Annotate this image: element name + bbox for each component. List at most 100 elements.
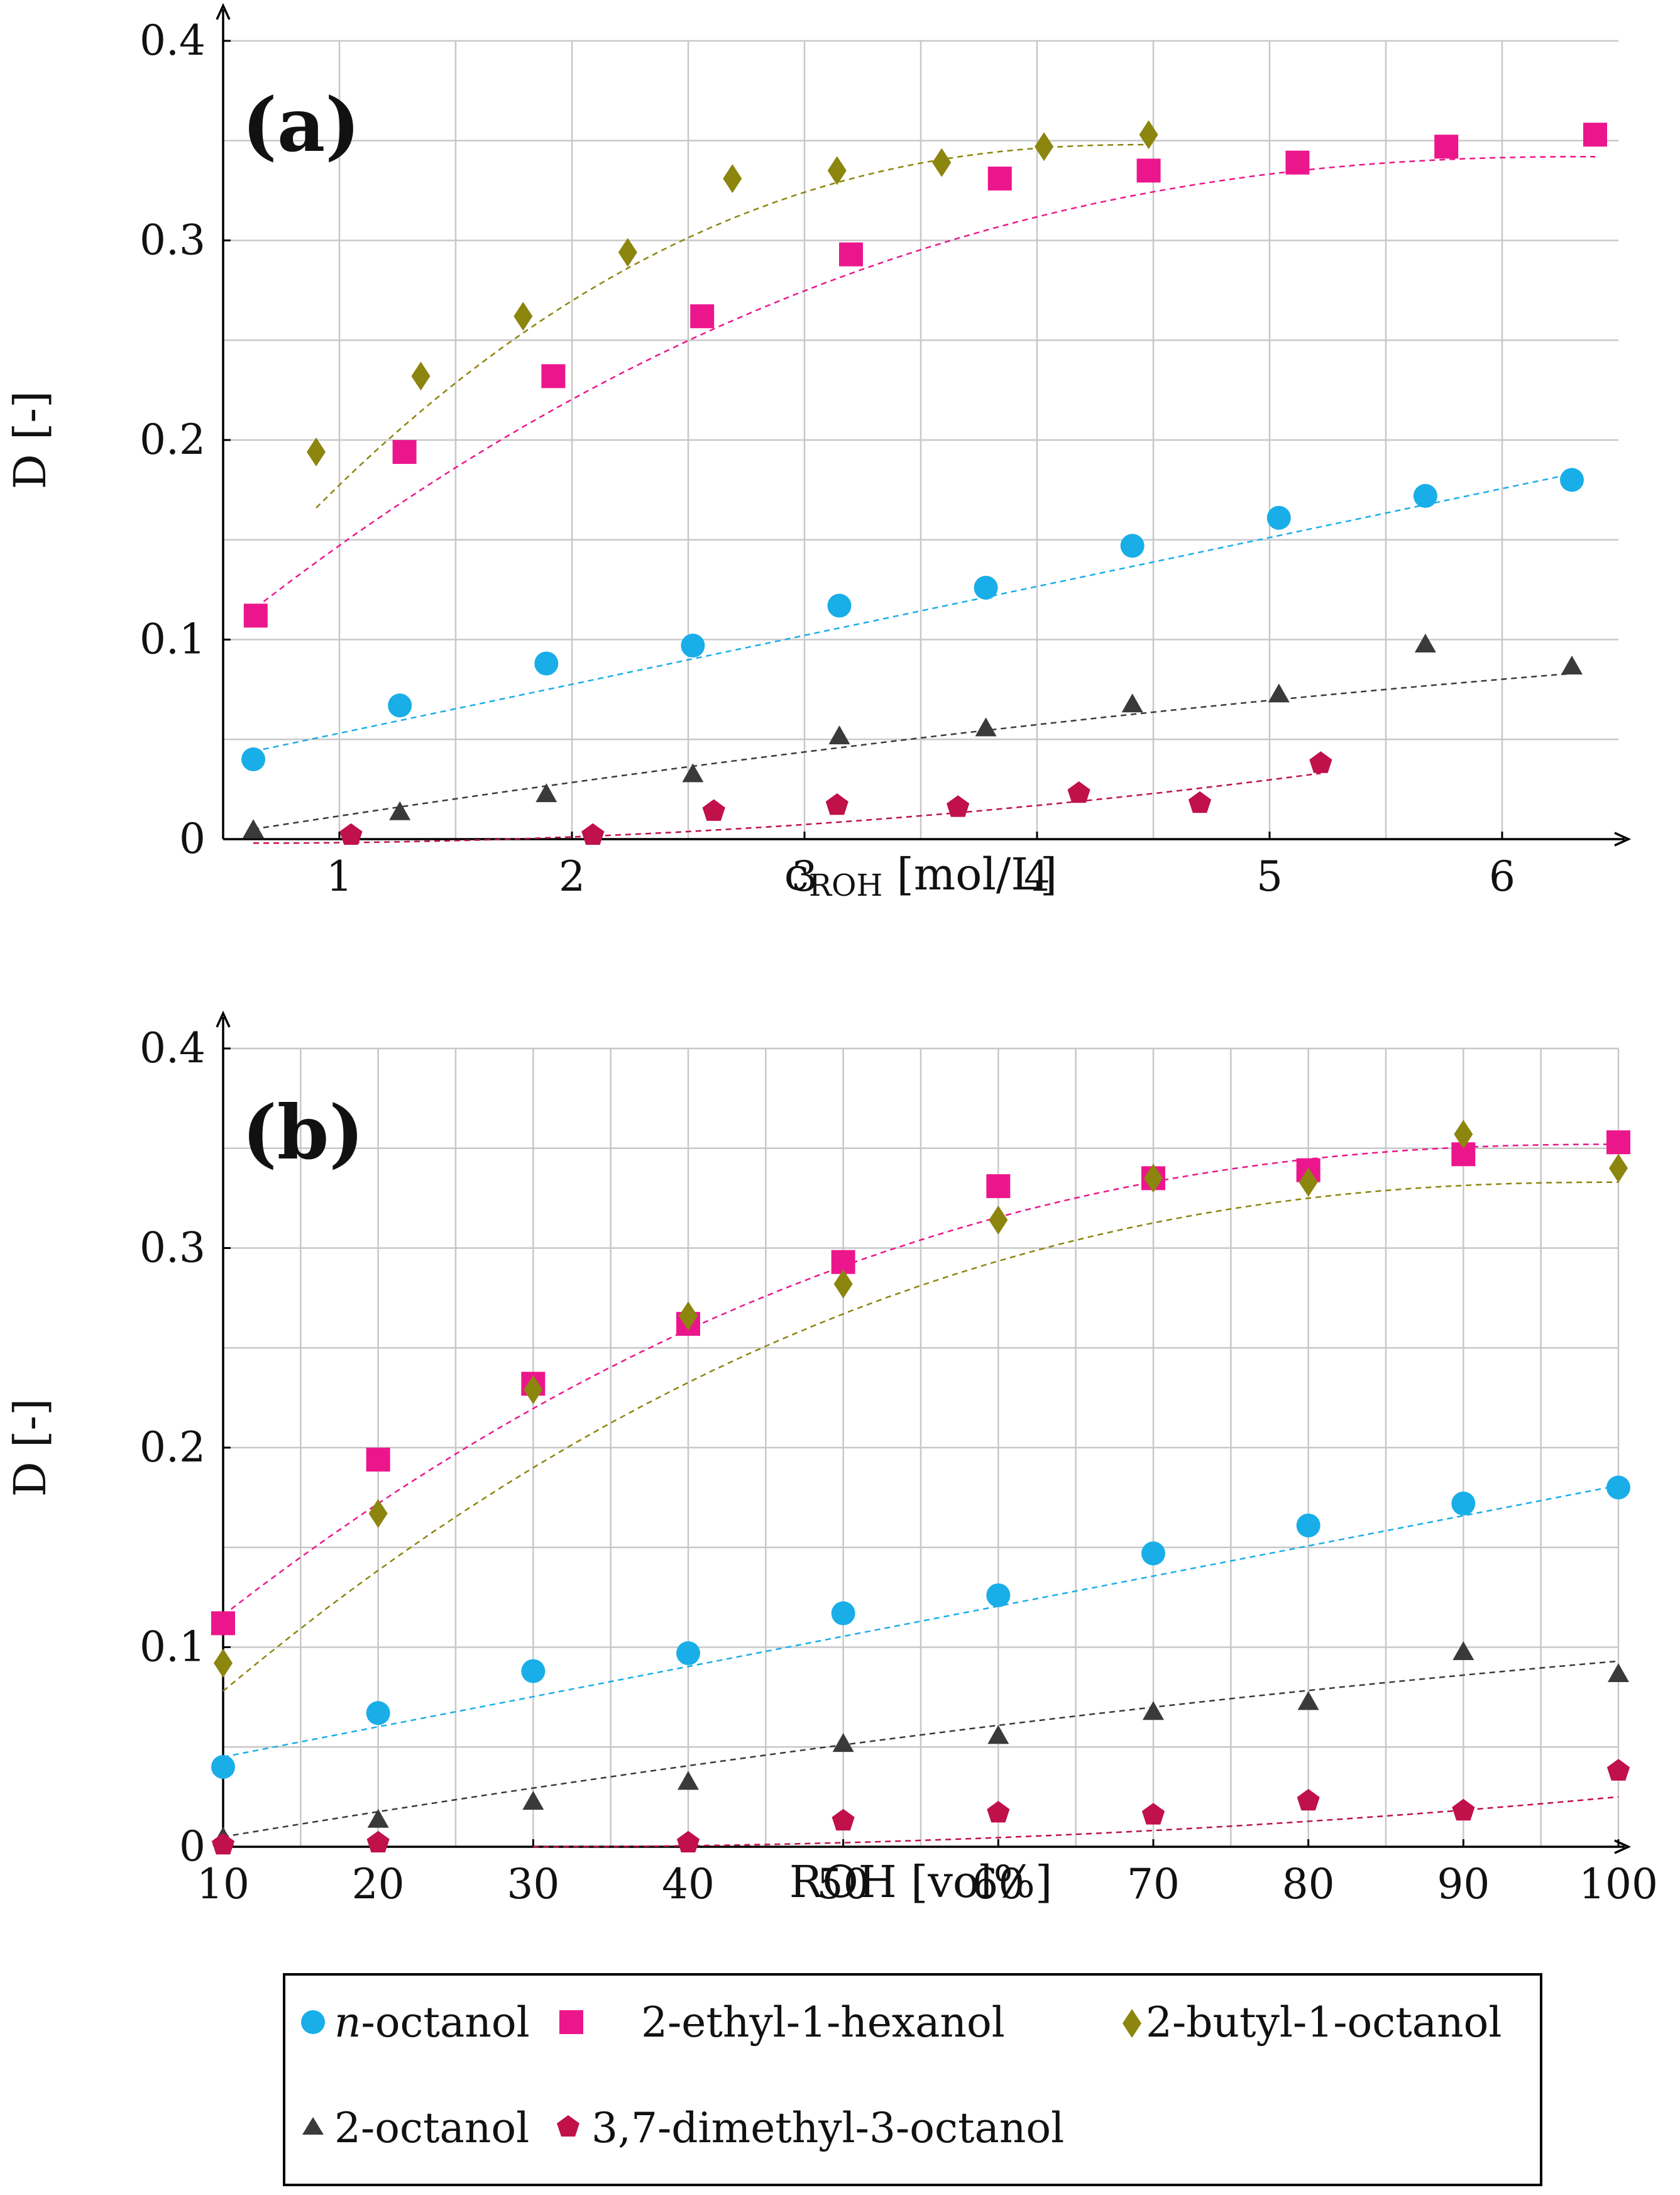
trend-line xyxy=(222,1181,1619,1692)
data-point-triangle xyxy=(1268,683,1290,703)
data-point-diamond xyxy=(1035,132,1054,162)
data-point-circle xyxy=(1560,468,1584,492)
trend-line xyxy=(533,1796,1619,1848)
data-point-square xyxy=(839,242,863,267)
y-axis-arrow xyxy=(216,1010,231,1028)
x-axis-label-main: c xyxy=(784,849,809,900)
data-point-triangle xyxy=(367,1808,389,1828)
grid xyxy=(222,40,1618,840)
x-tick-label: 40 xyxy=(662,1860,715,1908)
x-tick-label: 100 xyxy=(1579,1860,1658,1908)
data-point-square xyxy=(392,440,417,465)
data-point-square xyxy=(366,1448,390,1472)
legend-marker-pentagon xyxy=(557,2115,579,2137)
series-2-butyl-1-octanol xyxy=(307,120,1158,509)
data-point-triangle xyxy=(1121,693,1143,713)
data-point-diamond xyxy=(368,1499,388,1528)
series-3,7-dimethyl-3-octanol xyxy=(253,751,1332,845)
data-point-pentagon xyxy=(581,823,605,845)
data-point-circle xyxy=(974,575,998,600)
x-tick-label: 3 xyxy=(791,852,818,901)
x-tick-label: 30 xyxy=(507,1860,559,1908)
legend-label-2-butyl-1-octanol: 2-butyl-1-octanol xyxy=(1146,1998,1502,2047)
data-point-square xyxy=(243,603,268,628)
data-point-diamond xyxy=(524,1375,543,1404)
data-point-pentagon xyxy=(339,823,363,845)
x-tick-label: 20 xyxy=(352,1860,405,1908)
y-tick-label: 0 xyxy=(179,815,206,863)
data-point-triangle xyxy=(522,1791,544,1810)
data-point-pentagon xyxy=(825,793,848,815)
data-point-circle xyxy=(681,634,705,658)
data-point-pentagon xyxy=(832,1808,855,1831)
data-point-diamond xyxy=(679,1301,698,1331)
data-point-pentagon xyxy=(211,1832,235,1855)
legend-item-2-butyl-1-octanol: 2-butyl-1-octanol xyxy=(1123,1998,1502,2047)
data-point-diamond xyxy=(932,148,952,177)
x-tick-label: 60 xyxy=(972,1860,1024,1908)
x-tick-label: 10 xyxy=(197,1860,250,1908)
legend-item-n-octanol: n-octanol xyxy=(301,1998,530,2047)
data-point-circle xyxy=(1413,483,1437,508)
legend-item-3,7-dimethyl-3-octanol: 3,7-dimethyl-3-octanol xyxy=(557,2104,1064,2152)
legend: n-octanol 2-ethyl-1-hexanol 2-butyl-1-oc… xyxy=(283,1973,1542,2186)
data-point-diamond xyxy=(513,302,533,331)
x-tick-label: 70 xyxy=(1127,1860,1180,1908)
data-point-diamond xyxy=(1609,1153,1628,1183)
data-point-diamond xyxy=(833,1269,853,1299)
x-axis-label-subscript: ROH xyxy=(809,868,882,903)
series-2-ethyl-1-hexanol xyxy=(243,123,1607,628)
data-point-square xyxy=(211,1611,235,1636)
panel-label: (a) xyxy=(242,81,360,168)
data-point-diamond xyxy=(1144,1164,1163,1193)
data-point-diamond xyxy=(827,156,847,185)
panel-label: (b) xyxy=(242,1089,364,1176)
panel-b: 10 20 30 40 50 60 70 80 90 100 0 0.1 0.2 0.3 0.4 ROH [v… xyxy=(4,1010,1658,1908)
data-point-square xyxy=(690,304,715,329)
series-2-butyl-1-octanol xyxy=(214,1120,1628,1692)
trend-line xyxy=(222,1143,1619,1616)
series-2-octanol xyxy=(243,634,1583,839)
data-point-square xyxy=(1285,150,1310,175)
legend-marker-square xyxy=(559,2010,583,2034)
legend-label-3,7-dimethyl-3-octanol: 3,7-dimethyl-3-octanol xyxy=(591,2104,1064,2152)
legend-item-2-octanol: 2-octanol xyxy=(302,2104,529,2152)
data-point-circle xyxy=(534,651,559,676)
trend-line xyxy=(253,673,1573,830)
series-n-octanol xyxy=(241,468,1584,771)
trend-line xyxy=(253,772,1321,844)
data-point-square xyxy=(987,167,1012,191)
data-point-triangle xyxy=(987,1725,1009,1744)
data-point-circle xyxy=(388,693,412,718)
data-point-pentagon xyxy=(987,1801,1010,1823)
data-point-square xyxy=(1434,135,1459,159)
trend-line xyxy=(316,143,1149,509)
data-point-diamond xyxy=(1139,120,1158,150)
x-axis-label: ROH [vol%] xyxy=(789,1856,1053,1908)
data-point-circle xyxy=(366,1701,390,1725)
y-tick-label: 0.4 xyxy=(140,1024,206,1072)
x-tick-label: 50 xyxy=(817,1860,870,1908)
legend-marker-diamond xyxy=(1123,2009,1141,2038)
data-point-pentagon xyxy=(676,1830,700,1852)
data-point-triangle xyxy=(1608,1663,1629,1682)
data-point-triangle xyxy=(828,725,850,745)
series-2-octanol xyxy=(212,1641,1629,1846)
data-point-diamond xyxy=(1454,1120,1473,1149)
trend-line xyxy=(255,155,1596,608)
data-point-triangle xyxy=(1414,634,1436,653)
data-point-triangle xyxy=(682,763,704,783)
x-axis-arrow xyxy=(1614,832,1632,847)
grid xyxy=(222,1047,1620,1848)
y-tick-label: 0.3 xyxy=(140,1224,206,1272)
legend-item-2-ethyl-1-hexanol: 2-ethyl-1-hexanol xyxy=(559,1998,1005,2047)
x-tick-label: 4 xyxy=(1024,852,1050,901)
legend-marker-circle xyxy=(301,2010,325,2034)
y-axis-arrow xyxy=(216,3,231,20)
data-point-triangle xyxy=(1143,1701,1164,1720)
data-point-circle xyxy=(1120,534,1145,558)
series-3,7-dimethyl-3-octanol xyxy=(211,1759,1630,1855)
y-tick-label: 0.1 xyxy=(140,615,206,664)
data-point-diamond xyxy=(1298,1167,1318,1197)
